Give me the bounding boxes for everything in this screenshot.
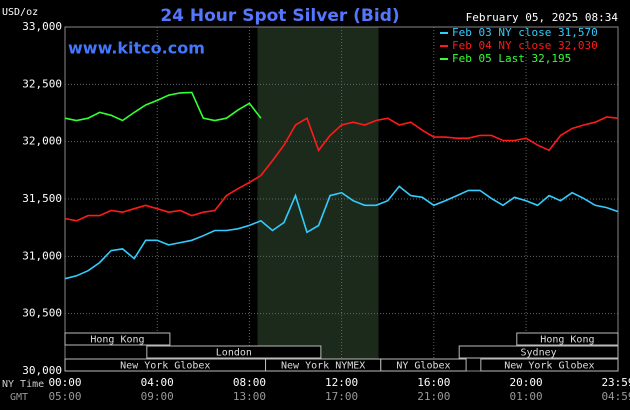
- x2-tick-label: 09:00: [141, 390, 174, 403]
- y-tick-label: 31,500: [22, 192, 62, 205]
- session-label: NY Globex: [396, 361, 450, 372]
- session-label: Sydney: [521, 348, 557, 359]
- session-bar: [146, 345, 322, 359]
- session-bar: [458, 345, 619, 359]
- x2-axis-label: GMT: [10, 392, 28, 403]
- session-label: New York Globex: [504, 361, 594, 372]
- x-tick-label: 16:00: [417, 376, 450, 389]
- x2-tick-label: 05:00: [48, 390, 81, 403]
- x2-tick-label: 13:00: [233, 390, 266, 403]
- y-tick-label: 32,500: [22, 77, 62, 90]
- session-label: Hong Kong: [540, 335, 594, 346]
- timestamp: February 05, 2025 08:34: [466, 11, 619, 24]
- x-tick-label: 04:00: [141, 376, 174, 389]
- series-line: [64, 185, 619, 280]
- y-tick-label: 32,000: [22, 135, 62, 148]
- x2-tick-label: 01:00: [509, 390, 542, 403]
- legend-label: Feb 05 Last 32,195: [452, 52, 571, 65]
- session-bar: [380, 358, 467, 372]
- y-tick-label: 30,000: [22, 364, 62, 377]
- session-label: New York NYMEX: [281, 361, 365, 372]
- x2-tick-label: 21:00: [417, 390, 450, 403]
- legend-label: Feb 04 NY close 32,030: [452, 39, 598, 52]
- legend-label: Feb 03 NY close 31,570: [452, 26, 598, 39]
- x-tick-label: 12:00: [325, 376, 358, 389]
- session-label: London: [216, 348, 252, 359]
- x-tick-label: 00:00: [48, 376, 81, 389]
- y-tick-label: 31,000: [22, 249, 62, 262]
- watermark: www.kitco.com: [68, 39, 205, 58]
- x-tick-label: 08:00: [233, 376, 266, 389]
- x2-tick-label: 04:59: [601, 390, 630, 403]
- series-line: [64, 116, 619, 222]
- x2-tick-label: 17:00: [325, 390, 358, 403]
- x-tick-label: 23:59: [601, 376, 630, 389]
- series-line: [64, 91, 262, 122]
- session-bar: [64, 332, 171, 346]
- chart-title: 24 Hour Spot Silver (Bid): [160, 6, 399, 26]
- session-bar: [516, 332, 619, 346]
- x-tick-label: 20:00: [509, 376, 542, 389]
- x-axis-label: NY Time: [2, 379, 44, 390]
- y-unit: USD/oz: [2, 7, 38, 18]
- session-label: Hong Kong: [90, 335, 144, 346]
- y-tick-label: 30,500: [22, 307, 62, 320]
- session-bar: [480, 358, 619, 372]
- session-label: New York Globex: [120, 361, 210, 372]
- y-tick-label: 33,000: [22, 20, 62, 33]
